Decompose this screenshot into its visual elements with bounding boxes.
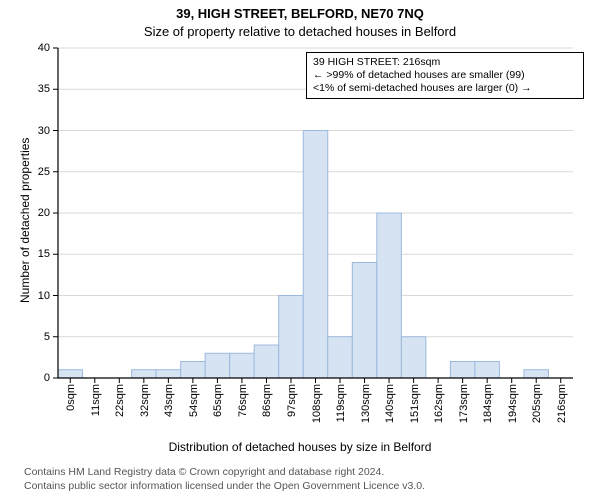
y-tick: 40 <box>20 42 50 54</box>
bar <box>303 131 328 379</box>
chart-container: 39, HIGH STREET, BELFORD, NE70 7NQ Size … <box>0 0 600 500</box>
chart-subtitle: Size of property relative to detached ho… <box>0 24 600 39</box>
x-tick: 76sqm <box>237 384 249 434</box>
x-tick: 54sqm <box>188 384 200 434</box>
x-tick: 205sqm <box>531 384 543 434</box>
x-tick: 86sqm <box>261 384 273 434</box>
y-tick: 0 <box>20 372 50 384</box>
footer-line1: Contains HM Land Registry data © Crown c… <box>24 466 384 478</box>
bar <box>230 353 255 378</box>
bar <box>524 370 549 378</box>
x-tick: 130sqm <box>360 384 372 434</box>
x-axis-label: Distribution of detached houses by size … <box>0 440 600 454</box>
y-tick: 20 <box>20 207 50 219</box>
y-tick: 10 <box>20 290 50 302</box>
x-tick: 119sqm <box>335 384 347 434</box>
callout-line1: 39 HIGH STREET: 216sqm <box>313 56 577 69</box>
bar <box>401 337 426 378</box>
y-axis-label: Number of detached properties <box>18 138 32 303</box>
bar <box>254 345 279 378</box>
x-tick: 173sqm <box>458 384 470 434</box>
bar <box>58 370 83 378</box>
x-tick: 140sqm <box>384 384 396 434</box>
x-tick: 22sqm <box>114 384 126 434</box>
chart-title-address: 39, HIGH STREET, BELFORD, NE70 7NQ <box>0 6 600 21</box>
y-tick: 5 <box>20 331 50 343</box>
bar <box>352 263 377 379</box>
y-tick: 15 <box>20 248 50 260</box>
x-tick: 32sqm <box>139 384 151 434</box>
callout-box: 39 HIGH STREET: 216sqm ← >99% of detache… <box>306 52 584 99</box>
x-tick: 162sqm <box>433 384 445 434</box>
bar <box>450 362 475 379</box>
callout-line3: <1% of semi-detached houses are larger (… <box>313 82 577 95</box>
x-tick: 108sqm <box>311 384 323 434</box>
bar <box>328 337 353 378</box>
x-tick: 216sqm <box>556 384 568 434</box>
y-tick: 25 <box>20 166 50 178</box>
bar <box>132 370 157 378</box>
bar <box>156 370 181 378</box>
y-tick: 30 <box>20 125 50 137</box>
x-tick: 11sqm <box>90 384 102 434</box>
bar <box>181 362 206 379</box>
x-tick: 65sqm <box>212 384 224 434</box>
x-tick: 184sqm <box>482 384 494 434</box>
bar <box>279 296 304 379</box>
x-tick: 97sqm <box>286 384 298 434</box>
x-tick: 194sqm <box>507 384 519 434</box>
bar <box>205 353 230 378</box>
x-tick: 0sqm <box>65 384 77 434</box>
bar <box>475 362 500 379</box>
x-tick: 151sqm <box>409 384 421 434</box>
x-tick: 43sqm <box>163 384 175 434</box>
y-tick: 35 <box>20 83 50 95</box>
footer-line2: Contains public sector information licen… <box>24 480 425 492</box>
bar <box>377 213 402 378</box>
callout-line2: ← >99% of detached houses are smaller (9… <box>313 69 577 82</box>
